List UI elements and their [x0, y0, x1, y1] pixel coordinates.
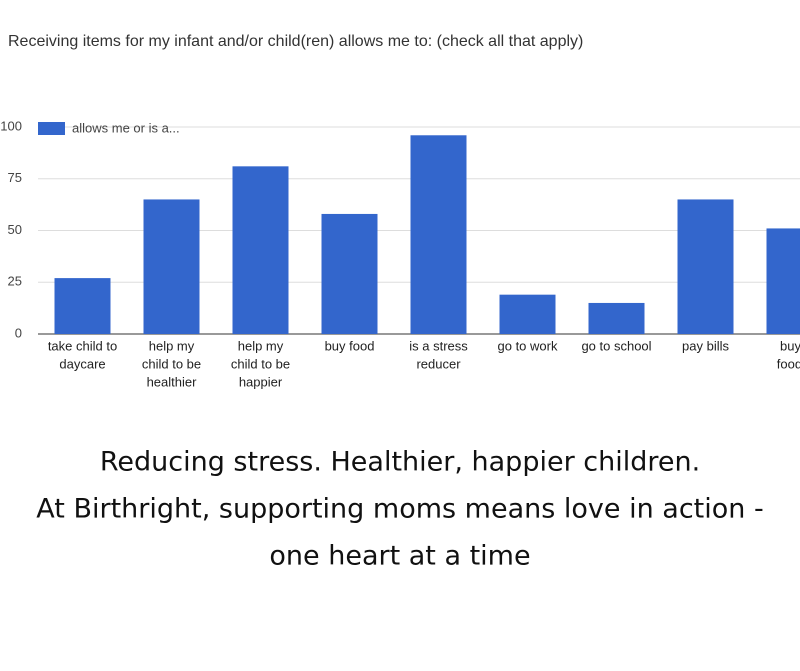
bar	[499, 294, 556, 334]
caption-line: At Birthright, supporting moms means lov…	[36, 494, 763, 525]
x-tick-label: buy r	[780, 338, 800, 353]
x-tick-label: child to be	[231, 356, 290, 371]
x-tick-label: food it	[777, 356, 800, 371]
x-tick-label: reducer	[416, 356, 461, 371]
x-tick-label: go to school	[581, 338, 651, 353]
x-tick-label: daycare	[59, 356, 105, 371]
bar	[54, 278, 111, 334]
x-tick-label: go to work	[498, 338, 558, 353]
bar	[232, 166, 289, 334]
bar	[766, 228, 800, 334]
legend-swatch	[38, 122, 65, 135]
y-tick-label: 0	[15, 325, 22, 340]
chart-title: Receiving items for my infant and/or chi…	[8, 33, 583, 50]
x-tick-label: pay bills	[682, 338, 729, 353]
x-tick-label: help my	[149, 338, 195, 353]
legend-label: allows me or is a...	[72, 120, 180, 135]
x-tick-label: take child to	[48, 338, 117, 353]
x-tick-label: buy food	[325, 338, 375, 353]
bar	[143, 199, 200, 334]
x-tick-label: help my	[238, 338, 284, 353]
y-tick-label: 100	[0, 118, 22, 133]
caption-line: one heart at a time	[269, 541, 530, 572]
x-tick-label: happier	[239, 374, 283, 389]
y-tick-label: 50	[8, 222, 22, 237]
bar	[677, 199, 734, 334]
y-tick-label: 25	[8, 274, 22, 289]
y-tick-label: 75	[8, 170, 22, 185]
bar	[321, 213, 378, 334]
bar	[588, 302, 645, 334]
bar	[410, 135, 467, 334]
caption-line: Reducing stress. Healthier, happier chil…	[100, 447, 700, 478]
x-tick-label: is a stress	[409, 338, 468, 353]
x-tick-label: child to be	[142, 356, 201, 371]
x-tick-label: healthier	[147, 374, 198, 389]
